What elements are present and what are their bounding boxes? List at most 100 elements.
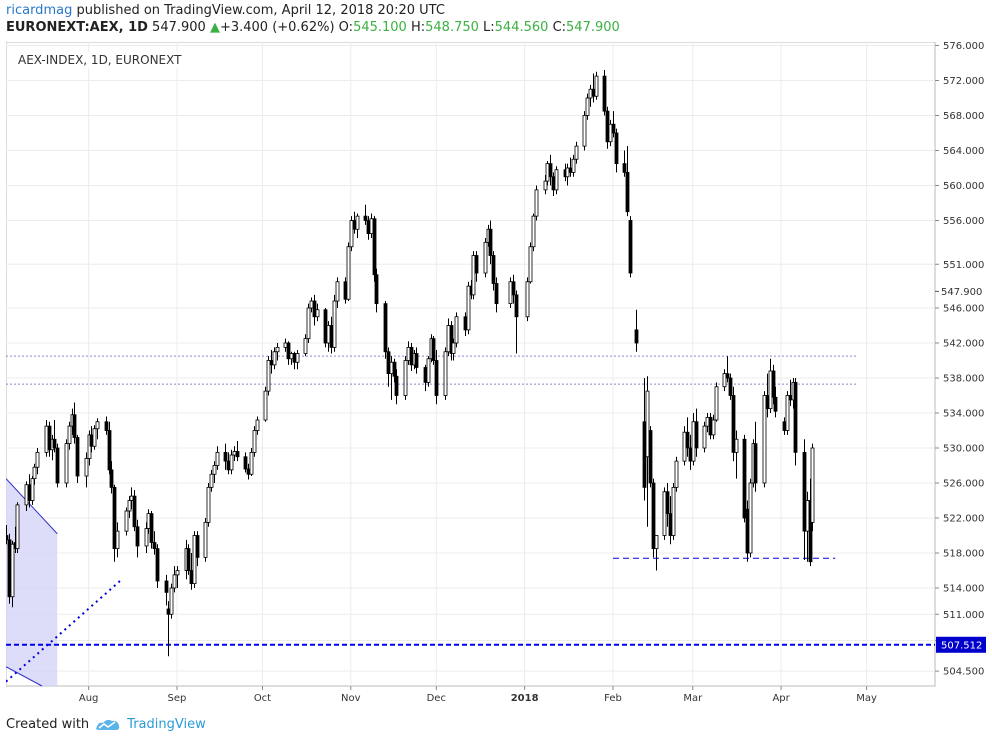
candle-body — [685, 431, 690, 449]
candle-body — [694, 421, 699, 449]
price-change: +3.400 (+0.62%) — [219, 20, 335, 35]
y-tick-label: 538.000 — [943, 374, 984, 385]
candle-body — [682, 431, 687, 462]
candle-body — [654, 535, 659, 550]
y-tick-label: 546.000 — [943, 304, 984, 315]
candle-body — [7, 539, 12, 598]
open-label: O: — [338, 20, 354, 35]
candle-body — [286, 342, 291, 360]
candle-body — [149, 513, 154, 543]
candle-body — [27, 484, 32, 501]
candle-body — [189, 570, 194, 585]
candle-body — [731, 395, 736, 453]
candle-body — [275, 346, 280, 353]
chart-area[interactable]: 504.500508.000511.000514.000518.000522.0… — [6, 42, 987, 706]
candle-body — [235, 451, 240, 458]
candle-body — [44, 425, 49, 453]
candle-body — [155, 548, 160, 582]
candle-body — [303, 338, 308, 354]
candle-body — [483, 241, 488, 274]
candle-body — [771, 370, 776, 398]
candle-body — [223, 451, 228, 462]
last-price-label: 547.900 — [941, 287, 982, 298]
candle-body — [608, 123, 613, 143]
candle-body — [474, 255, 479, 274]
plot-frame — [6, 42, 936, 687]
candle-body — [146, 513, 151, 529]
tradingview-link[interactable]: TradingView — [127, 716, 206, 732]
candle-body — [349, 220, 354, 248]
candle-body — [782, 421, 787, 431]
candle-body — [463, 316, 468, 331]
candle-body — [625, 171, 630, 213]
candle-body — [702, 425, 707, 449]
candle-body — [346, 246, 351, 300]
candle-body — [714, 386, 719, 421]
candle-body — [802, 451, 807, 532]
candle-body — [423, 367, 428, 383]
price-chart[interactable]: 504.500508.000511.000514.000518.000522.0… — [6, 42, 987, 706]
candle-body — [366, 220, 371, 235]
candle-body — [75, 437, 80, 477]
candle-body — [648, 430, 653, 484]
candle-body — [725, 373, 730, 379]
candle-body — [591, 88, 596, 97]
candle-body — [392, 361, 397, 377]
candle-body — [551, 176, 556, 191]
candle-body — [315, 309, 320, 318]
candle-body — [326, 325, 331, 344]
y-tick-label: 534.000 — [943, 409, 984, 420]
candle-body — [144, 528, 149, 547]
candle-body — [588, 88, 593, 99]
candle-body — [255, 419, 260, 431]
candle-body — [266, 360, 271, 392]
candle-body — [295, 353, 300, 363]
candle-body — [768, 370, 773, 410]
published-text: published on TradingView.com, April 12, … — [76, 3, 445, 18]
candle-body — [15, 504, 20, 550]
y-tick-label: 568.000 — [943, 111, 984, 122]
y-tick-label: 526.000 — [943, 479, 984, 490]
candle-body — [343, 281, 348, 300]
candle-body — [312, 300, 317, 318]
candle-body — [805, 500, 810, 532]
candle-body — [431, 338, 436, 361]
publish-info: ricardmag published on TradingView.com, … — [6, 3, 445, 18]
candle-body — [369, 218, 374, 235]
candle-body — [745, 508, 750, 554]
candle-body — [192, 535, 197, 585]
candle-body — [409, 346, 414, 366]
candle-body — [329, 325, 334, 348]
candle-body — [306, 307, 311, 340]
candle-body — [554, 169, 559, 191]
candle-body — [434, 360, 439, 396]
x-tick-label: Nov — [341, 693, 361, 704]
support-price-label: 507.512 — [941, 640, 982, 651]
candle-body — [511, 281, 516, 296]
candle-body — [471, 255, 476, 296]
candle-body — [711, 419, 716, 436]
y-tick-label: 504.500 — [943, 667, 984, 678]
x-tick-label: Mar — [683, 693, 703, 704]
candle-body — [443, 351, 448, 396]
candle-body — [67, 425, 72, 445]
candle-body — [488, 228, 493, 256]
x-tick-label: Sep — [168, 693, 187, 704]
candle-body — [508, 281, 513, 305]
candle-body — [688, 447, 693, 462]
candle-body — [708, 416, 713, 436]
candle-body — [104, 421, 109, 431]
candle-body — [323, 309, 328, 344]
dotted-trendline — [6, 580, 121, 683]
candle-body — [292, 353, 297, 363]
candle-body — [668, 513, 673, 536]
author-link[interactable]: ricardmag — [6, 3, 73, 18]
candle-body — [446, 325, 451, 353]
candle-body — [95, 421, 100, 430]
candle-body — [568, 167, 573, 173]
candle-body — [107, 430, 112, 471]
y-tick-label: 560.000 — [943, 181, 984, 192]
tradingview-logo-icon[interactable] — [95, 716, 121, 732]
candle-body — [289, 353, 294, 360]
candle-body — [243, 456, 248, 470]
